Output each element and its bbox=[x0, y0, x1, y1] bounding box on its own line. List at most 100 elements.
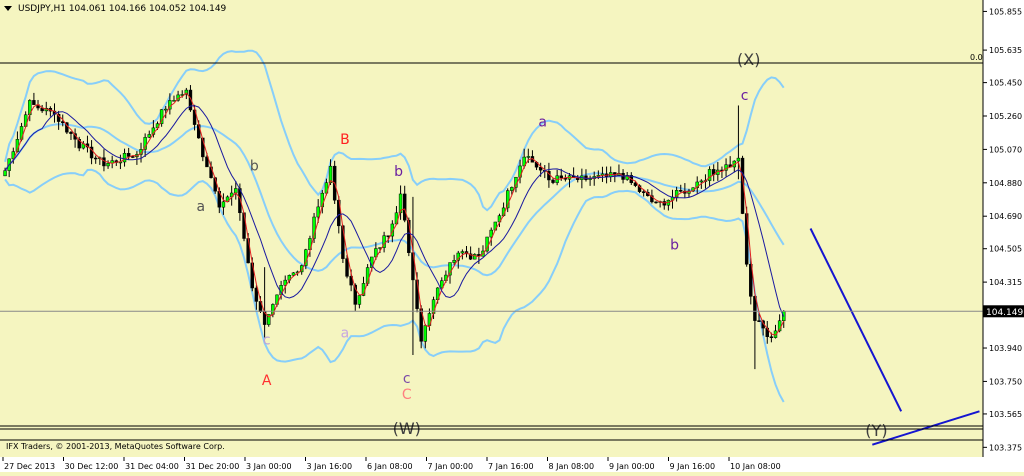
candle-body bbox=[382, 235, 386, 248]
candle-body bbox=[448, 262, 452, 276]
candle-body bbox=[106, 162, 110, 167]
candle-body bbox=[131, 156, 135, 158]
bollinger-bands bbox=[4, 49, 785, 403]
chart-menu-arrow-icon[interactable] bbox=[4, 6, 12, 11]
y-tick-label: 105.855 bbox=[989, 7, 1022, 16]
y-tick-label: 104.505 bbox=[989, 245, 1022, 254]
candle-body bbox=[538, 166, 543, 171]
candle-body bbox=[353, 284, 357, 305]
candle-body bbox=[460, 251, 465, 254]
candle-body bbox=[164, 108, 168, 111]
candle-body bbox=[11, 151, 16, 160]
candle-body bbox=[316, 206, 320, 218]
wave-label: c bbox=[741, 88, 749, 104]
bollinger-upper bbox=[4, 49, 785, 212]
x-tick-label: 8 Jan 08:00 bbox=[549, 462, 595, 471]
x-tick-label: 7 Jan 00:00 bbox=[428, 462, 474, 471]
candle-body bbox=[695, 181, 699, 189]
projection-lines bbox=[809, 228, 980, 446]
candle-body bbox=[510, 187, 514, 191]
candle-body bbox=[679, 190, 683, 192]
candle-body bbox=[221, 201, 226, 208]
candle-body bbox=[489, 229, 493, 238]
candle-body bbox=[3, 170, 7, 177]
current-price-label: 104.149 bbox=[986, 308, 1023, 318]
y-tick-label: 105.635 bbox=[989, 46, 1022, 55]
bollinger-middle bbox=[4, 123, 785, 277]
wave-label: b bbox=[670, 238, 679, 254]
candle-body bbox=[753, 296, 757, 321]
wave-label: c bbox=[403, 371, 411, 387]
candle-body bbox=[184, 89, 189, 95]
candle-body bbox=[328, 165, 333, 183]
y-tick-label: 104.880 bbox=[989, 179, 1022, 188]
x-tick-label: 31 Dec 20:00 bbox=[186, 462, 240, 471]
candle-body bbox=[641, 191, 646, 193]
current-price-tag bbox=[983, 305, 1024, 318]
candle-body bbox=[291, 272, 296, 276]
x-tick-label: 27 Dec 2013 bbox=[4, 462, 55, 471]
slow-ma-line bbox=[4, 105, 785, 317]
x-tick-label: 3 Jan 00:00 bbox=[246, 462, 292, 471]
y-tick-label: 104.690 bbox=[989, 212, 1022, 221]
candle-body bbox=[650, 195, 654, 203]
candle-body bbox=[77, 139, 81, 149]
candle-body bbox=[159, 109, 164, 124]
price-axis-panel bbox=[983, 0, 1024, 457]
symbol-title: USDJPY,H1 104.061 104.166 104.052 104.14… bbox=[18, 4, 227, 14]
wave-label: A bbox=[262, 373, 272, 389]
wave-label: a bbox=[341, 325, 350, 341]
candle-body bbox=[456, 252, 460, 261]
candle-body bbox=[473, 254, 477, 260]
bollinger-lower bbox=[4, 168, 785, 403]
candle-body bbox=[69, 131, 73, 134]
candle-body bbox=[299, 265, 304, 273]
candle-body bbox=[93, 157, 98, 160]
candle-body bbox=[345, 258, 349, 277]
candle-body bbox=[267, 314, 271, 325]
x-tick-label: 6 Jan 08:00 bbox=[367, 462, 413, 471]
candle-body bbox=[102, 157, 106, 167]
candle-body bbox=[205, 156, 209, 168]
x-tick-label: 10 Jan 08:00 bbox=[730, 462, 781, 471]
wave-label: c bbox=[263, 333, 271, 349]
y-tick-label: 103.375 bbox=[989, 443, 1022, 452]
candle-body bbox=[349, 276, 353, 286]
wave-label: B bbox=[340, 132, 350, 148]
projection-line bbox=[872, 410, 980, 446]
candle-body bbox=[526, 156, 531, 158]
candle-body bbox=[402, 193, 407, 221]
x-tick-label: 31 Dec 04:00 bbox=[125, 462, 179, 471]
candle-body bbox=[769, 336, 774, 338]
candle-body bbox=[357, 295, 362, 305]
wave-label: b bbox=[394, 164, 403, 180]
time-axis-panel bbox=[0, 457, 1024, 472]
wave-label: a bbox=[538, 115, 547, 131]
wave-label: (X) bbox=[737, 50, 760, 69]
candle-body bbox=[757, 320, 761, 322]
x-tick-label: 3 Jan 16:00 bbox=[307, 462, 353, 471]
candle-body bbox=[468, 253, 473, 260]
y-tick-label: 104.315 bbox=[989, 278, 1022, 287]
candle-body bbox=[637, 185, 642, 192]
candle-body bbox=[143, 137, 147, 150]
y-tick-label: 105.070 bbox=[989, 145, 1022, 154]
time-axis: 27 Dec 2013 30 Dec 12:00 31 Dec 04:00 31 De… bbox=[2, 457, 781, 471]
wave-label: (Y) bbox=[865, 421, 887, 440]
price-axis: 105.855 105.635 105.450 105.260 105.070 104.8… bbox=[983, 7, 1022, 452]
y-tick-label: 103.565 bbox=[989, 410, 1022, 419]
candle-body bbox=[89, 146, 94, 159]
y-tick-label: 105.260 bbox=[989, 112, 1022, 121]
candle-body bbox=[283, 279, 287, 286]
candle-body bbox=[505, 190, 510, 209]
candle-body bbox=[749, 264, 753, 297]
y-tick-label: 103.940 bbox=[989, 344, 1022, 353]
candle-body bbox=[398, 193, 403, 214]
candle-body bbox=[654, 201, 658, 204]
candle-body bbox=[440, 280, 444, 289]
candle-body bbox=[707, 169, 712, 181]
candle-body bbox=[147, 134, 151, 138]
